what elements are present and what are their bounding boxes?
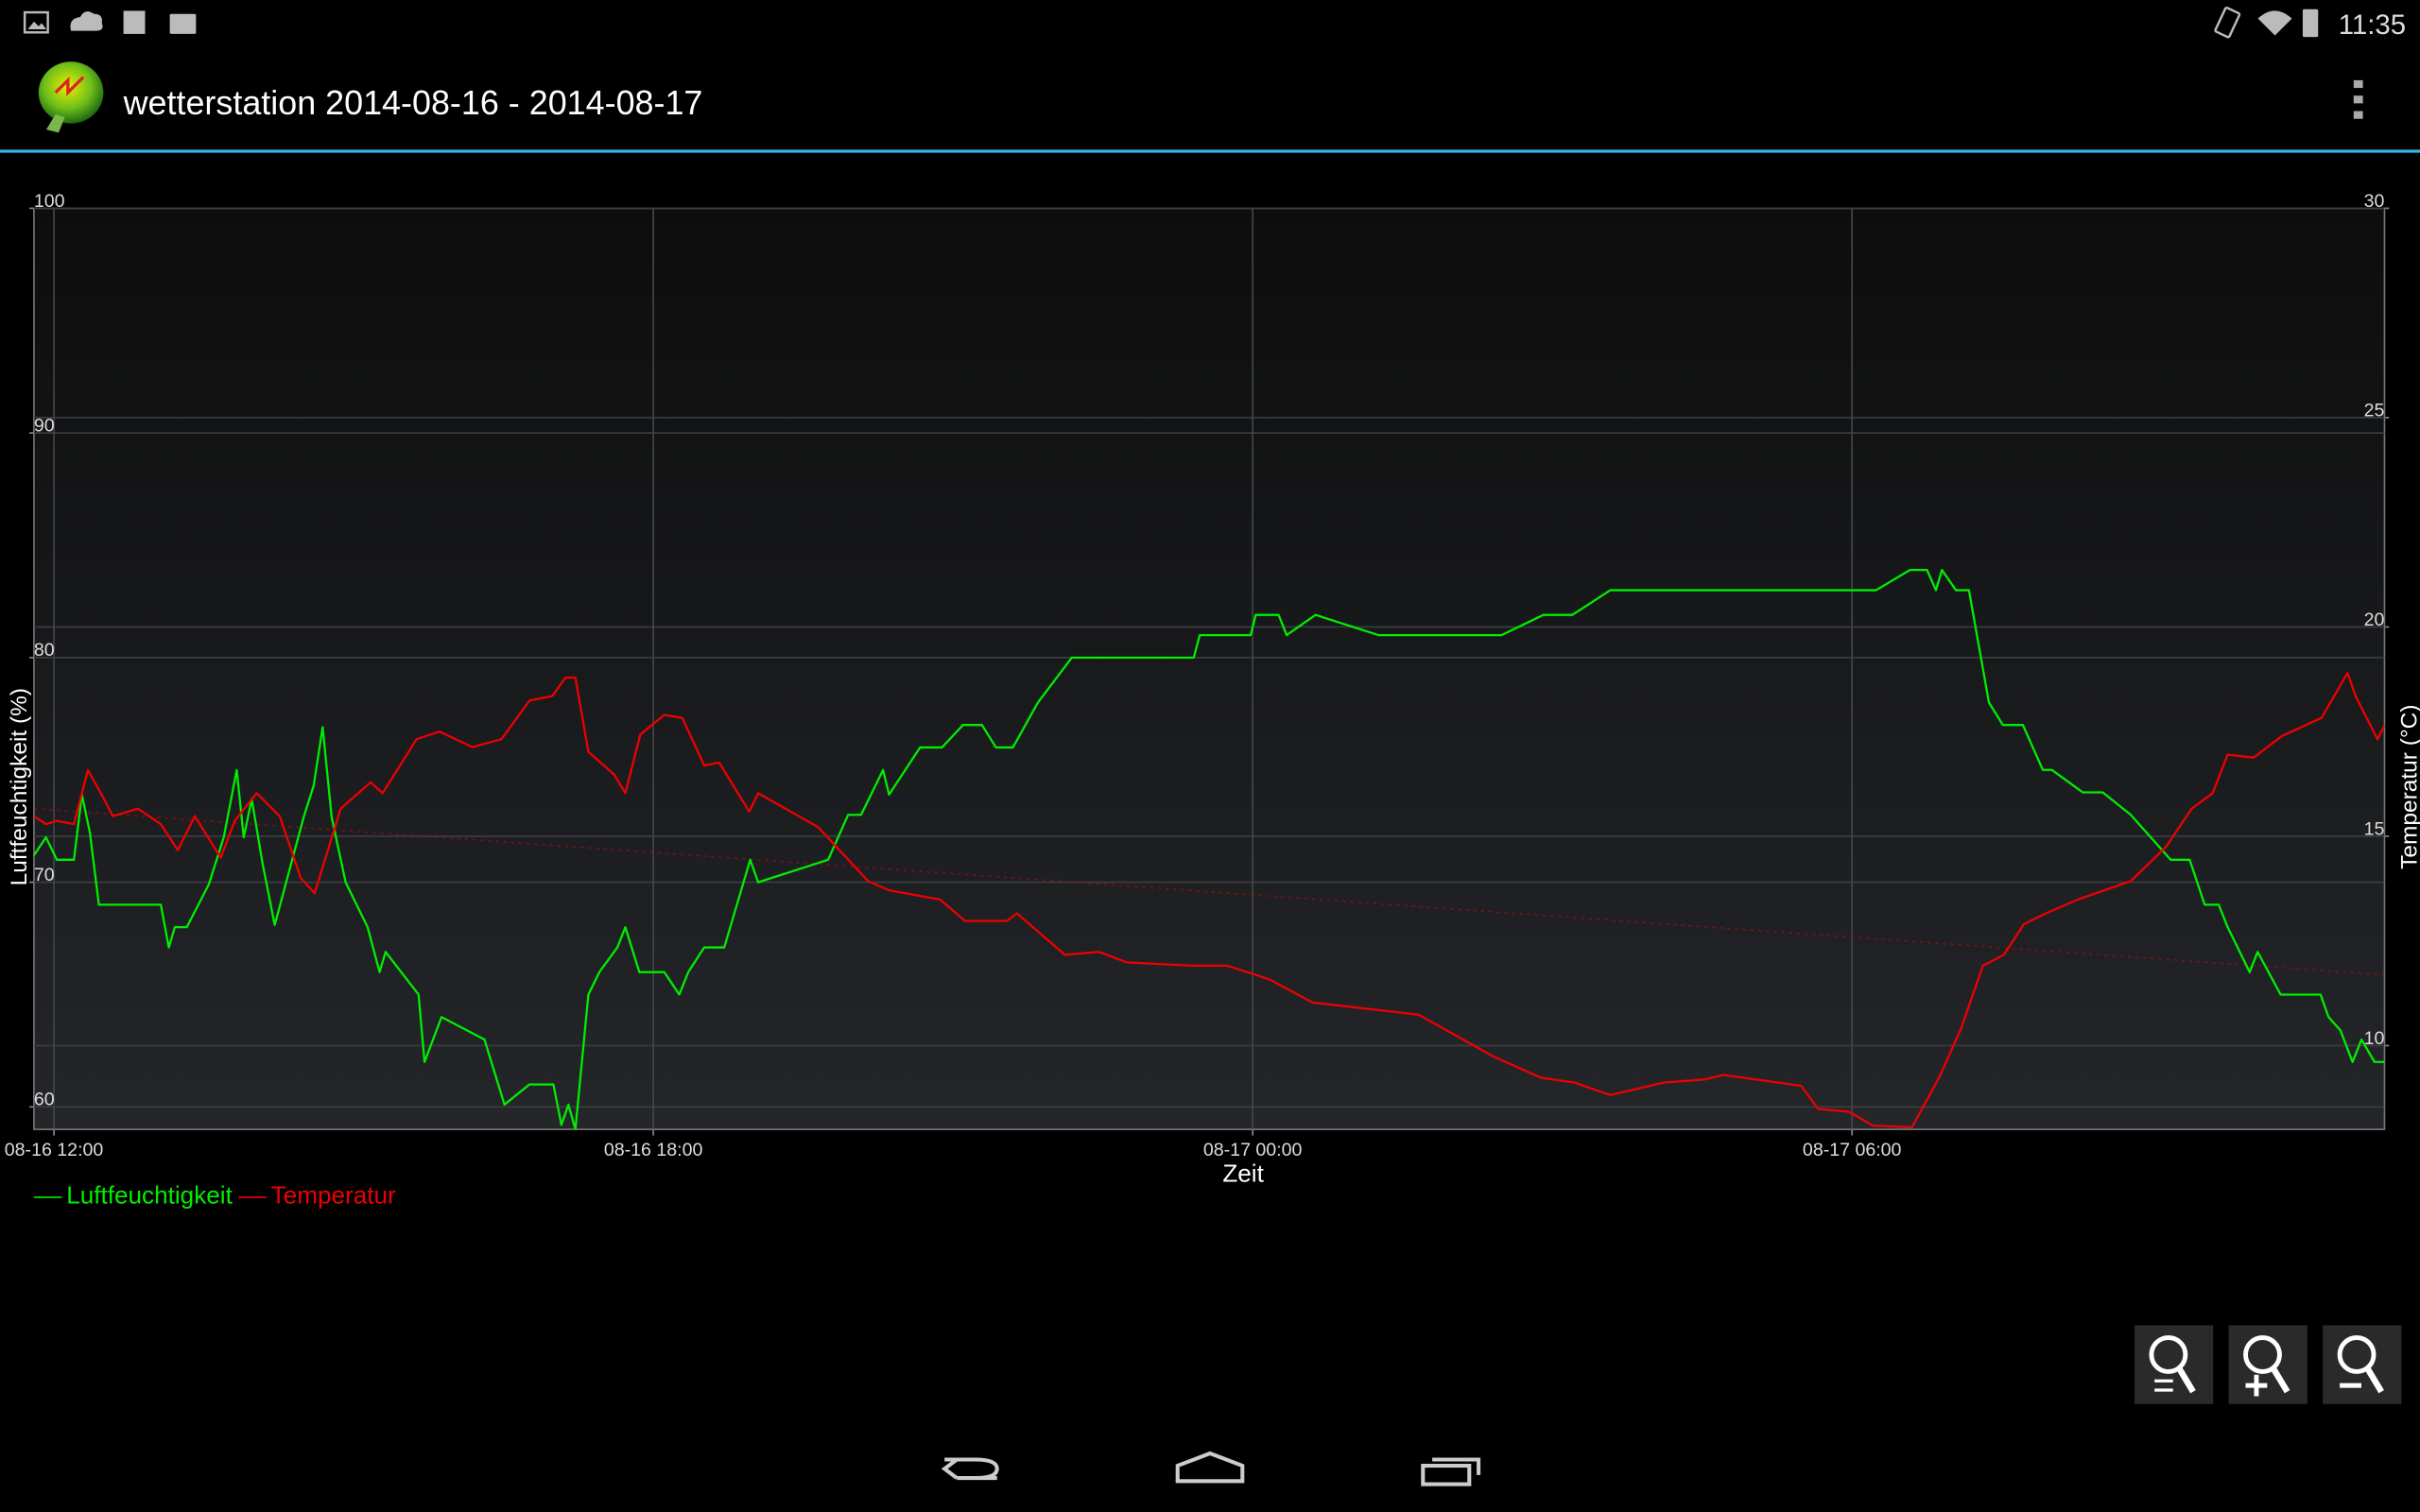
y2-tick-label: 30 (2364, 191, 2385, 212)
app-title: wetterstation 2014-08-16 - 2014-08-17 (123, 83, 703, 122)
zoom-out-button[interactable] (2323, 1325, 2402, 1404)
status-bar (0, 0, 2420, 46)
y-tick-label: 100 (34, 191, 65, 212)
y2-axis-title: Temperatur (°C) (2397, 704, 2420, 868)
x-tick-label: 08-16 18:00 (604, 1140, 703, 1160)
labels: 60 70 80 90 100 10 15 20 25 30 08-16 12:00 08-16 18… (5, 191, 2420, 1210)
y2-tick-label: 25 (2364, 400, 2385, 421)
series-line (33, 672, 2385, 1129)
y-tick-label: 90 (34, 416, 55, 437)
navigation-bar (941, 1451, 1481, 1486)
series-group (33, 569, 2385, 1130)
recents-button[interactable] (1421, 1463, 1472, 1486)
zoom-in-button[interactable] (2228, 1325, 2308, 1404)
x-tick-label: 08-16 12:00 (5, 1140, 104, 1160)
x-tick-label: 08-17 06:00 (1803, 1140, 1902, 1160)
y-axis-title: Luftfeuchtigkeit (%) (7, 688, 32, 885)
x-tick-label: 08-17 00:00 (1203, 1140, 1303, 1160)
home-button[interactable] (1175, 1451, 1245, 1484)
system-icons (2214, 7, 2319, 39)
clock: 11:35 (2339, 9, 2406, 41)
y2-tick-label: 15 (2364, 818, 2385, 839)
plot-area (33, 207, 2386, 1130)
y2-tick-label: 10 (2364, 1028, 2385, 1049)
y-tick-label: 80 (34, 640, 55, 661)
notification-icons (23, 10, 197, 34)
legend-label: Temperatur (271, 1180, 396, 1209)
series-line (33, 569, 2385, 1130)
x-axis-title: Zeit (1222, 1160, 1264, 1188)
action-bar-divider (0, 149, 2420, 153)
grid (29, 207, 2390, 1136)
back-button-curve[interactable] (944, 1457, 999, 1481)
legend-label: Luftfeuchtigkeit (66, 1180, 233, 1209)
overflow-menu[interactable] (2353, 79, 2363, 119)
recents-button-back[interactable] (1432, 1457, 1481, 1475)
y-tick-label: 60 (34, 1090, 55, 1110)
y-tick-label: 70 (34, 865, 55, 885)
app-icon[interactable] (38, 61, 104, 133)
y2-tick-label: 20 (2364, 610, 2385, 630)
zoom-reset-button[interactable] (2134, 1325, 2214, 1404)
